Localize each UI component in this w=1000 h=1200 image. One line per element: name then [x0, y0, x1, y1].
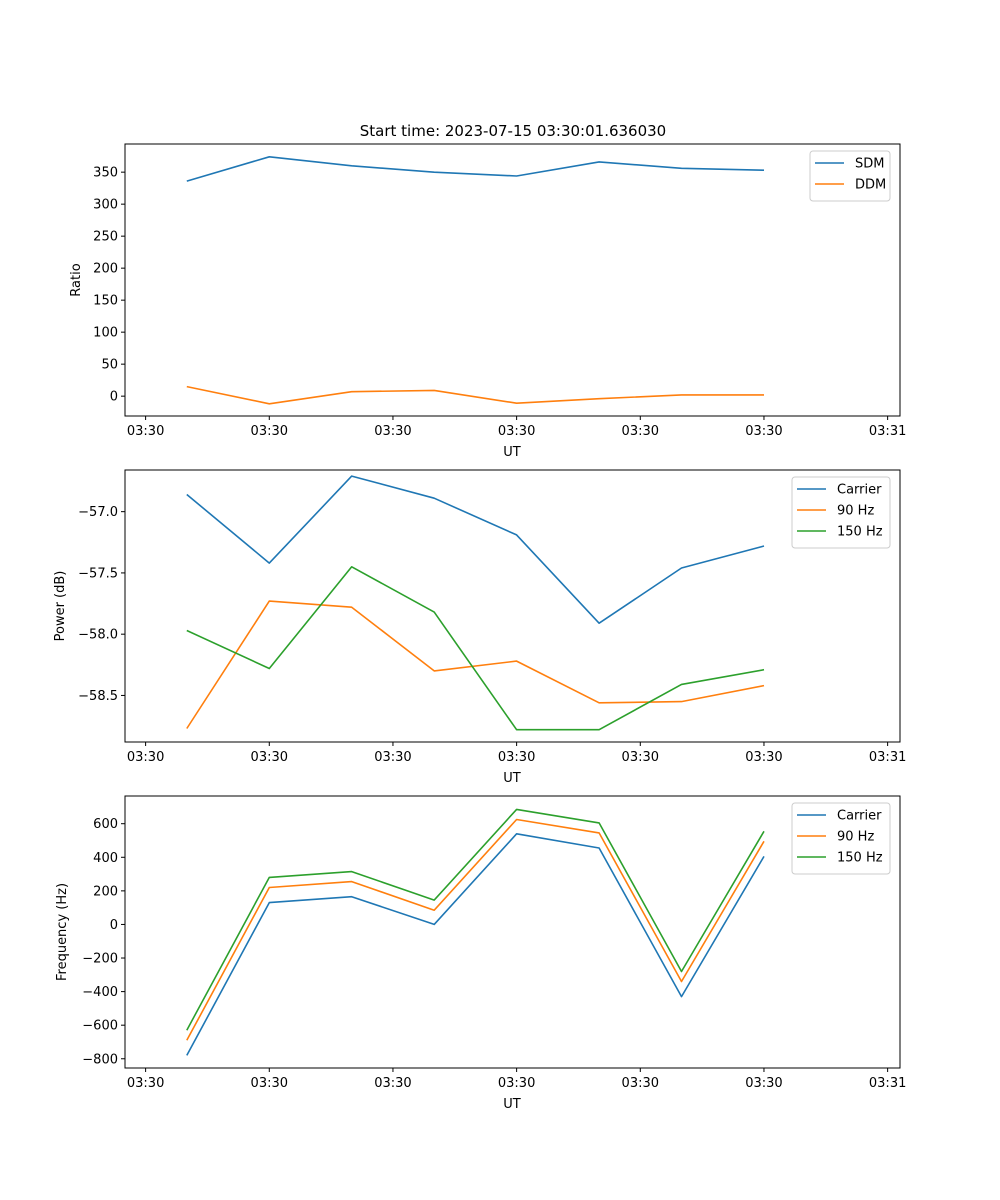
x-tick-label: 03:30: [745, 424, 782, 439]
y-tick-label: 200: [93, 262, 118, 277]
panel-ratio: 03:30 03:30 03:30 03:30 03:30 03:30 03:31 0 50 10…: [69, 143, 906, 460]
y-tick-label: 0: [110, 390, 118, 405]
panel-frequency: 03:30 03:30 03:30 03:30 03:30 03:30 03:31 −800 −…: [55, 795, 906, 1112]
y-tick-label: 0: [110, 918, 118, 933]
x-tick-label: 03:30: [251, 750, 288, 765]
panel-power: 03:30 03:30 03:30 03:30 03:30 03:30 03:31 −58.5…: [53, 469, 906, 786]
legend-label: 90 Hz: [837, 830, 874, 845]
legend-label: DDM: [855, 178, 886, 193]
x-tick-label: 03:30: [745, 750, 782, 765]
x-tick-label: 03:31: [869, 424, 906, 439]
legend: SDM DDM: [809, 150, 891, 202]
x-axis-label: UT: [503, 1097, 521, 1112]
x-tick-label: 03:30: [374, 424, 411, 439]
y-axis-label: Power (dB): [53, 571, 68, 642]
y-tick-label: 400: [93, 851, 118, 866]
y-tick-label: 100: [93, 326, 118, 341]
plot-frame: [124, 143, 901, 417]
x-tick-label: 03:30: [374, 1076, 411, 1091]
series-line-90-hz: [186, 600, 765, 729]
legend: Carrier 90 Hz 150 Hz: [791, 802, 891, 875]
x-tick-label: 03:30: [127, 1076, 164, 1091]
x-tick-label: 03:30: [622, 424, 659, 439]
x-axis-label: UT: [503, 771, 521, 786]
y-axis-label: Ratio: [69, 263, 84, 296]
figure-title: Start time: 2023-07-15 03:30:01.636030: [360, 122, 666, 140]
x-tick-label: 03:30: [498, 424, 535, 439]
y-tick-label: −800: [82, 1052, 118, 1067]
plot-frame: [124, 469, 901, 743]
y-tick-label: 250: [93, 230, 118, 245]
y-axis-label: Frequency (Hz): [55, 883, 70, 981]
series-line-150-hz: [186, 565, 765, 731]
legend: Carrier 90 Hz 150 Hz: [791, 476, 891, 549]
x-tick-label: 03:30: [498, 1076, 535, 1091]
series-line-carrier: [186, 475, 765, 625]
y-tick-label: −400: [82, 985, 118, 1000]
y-tick-label: 300: [93, 198, 118, 213]
x-axis-label: UT: [503, 445, 521, 460]
x-tick-label: 03:30: [498, 750, 535, 765]
series-line-150-hz: [186, 808, 765, 1031]
legend-label: Carrier: [837, 809, 882, 824]
legend-label: SDM: [855, 157, 884, 172]
x-tick-label: 03:31: [869, 1076, 906, 1091]
x-tick-label: 03:30: [127, 750, 164, 765]
y-tick-label: 50: [101, 358, 118, 373]
y-tick-label: 600: [93, 817, 118, 832]
series-line-90-hz: [186, 818, 765, 1041]
series-line-carrier: [186, 832, 765, 1056]
y-tick-label: 150: [93, 294, 118, 309]
y-tick-label: −58.0: [78, 628, 118, 643]
y-tick-label: 350: [93, 166, 118, 181]
plot-frame: [124, 795, 901, 1069]
y-tick-label: −57.5: [78, 566, 118, 581]
x-tick-label: 03:30: [622, 1076, 659, 1091]
legend-label: 90 Hz: [837, 504, 874, 519]
legend-label: 150 Hz: [837, 525, 883, 540]
y-tick-label: 200: [93, 884, 118, 899]
x-tick-label: 03:30: [251, 424, 288, 439]
series-line-ddm: [186, 385, 764, 405]
legend-label: Carrier: [837, 483, 882, 498]
x-tick-label: 03:31: [869, 750, 906, 765]
y-tick-label: −200: [82, 952, 118, 967]
y-tick-label: −600: [82, 1019, 118, 1034]
legend-label: 150 Hz: [837, 851, 883, 866]
x-tick-label: 03:30: [127, 424, 164, 439]
x-tick-label: 03:30: [622, 750, 659, 765]
y-tick-label: −57.0: [78, 505, 118, 520]
y-tick-label: −58.5: [78, 689, 118, 704]
x-tick-label: 03:30: [251, 1076, 288, 1091]
series-line-sdm: [186, 156, 765, 182]
x-tick-label: 03:30: [374, 750, 411, 765]
x-tick-label: 03:30: [745, 1076, 782, 1091]
